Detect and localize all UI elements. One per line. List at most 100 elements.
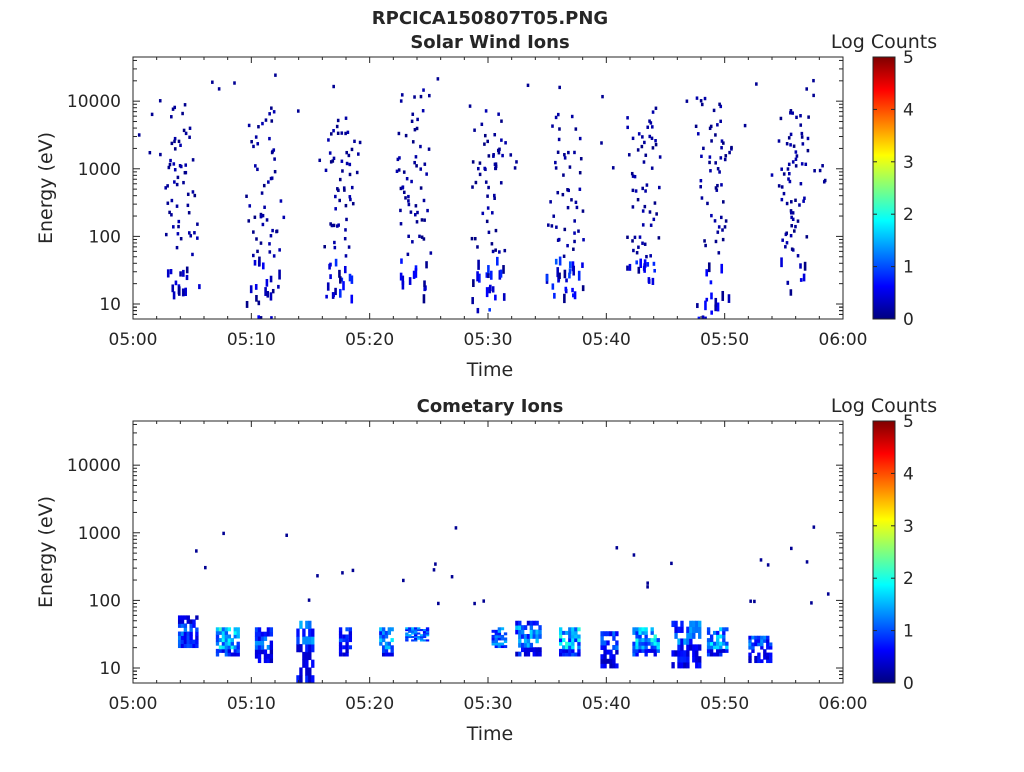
data-cell <box>654 106 658 110</box>
data-cell <box>791 217 795 221</box>
data-cell <box>724 219 728 223</box>
data-cell <box>271 228 274 233</box>
data-cell <box>233 648 237 653</box>
data-cell <box>425 639 430 642</box>
data-cell <box>650 645 654 650</box>
data-cell <box>299 667 303 676</box>
data-cell <box>492 154 495 158</box>
data-cell <box>164 232 168 237</box>
data-cell <box>790 247 794 251</box>
data-cell <box>414 155 418 159</box>
data-cell <box>476 271 479 282</box>
data-cell <box>422 635 427 639</box>
data-cell <box>348 273 352 282</box>
data-cell <box>338 630 343 635</box>
data-cell <box>399 208 402 213</box>
data-cell <box>183 643 188 649</box>
data-cell <box>643 140 646 145</box>
data-cell <box>680 626 684 633</box>
data-cell <box>263 636 268 641</box>
data-cell <box>523 642 528 648</box>
data-cell <box>480 122 484 127</box>
bottom-colorbar-label: Log Counts <box>831 395 937 417</box>
data-cell <box>419 637 424 640</box>
data-cell <box>754 639 758 643</box>
data-cell <box>641 648 645 653</box>
data-cell <box>173 168 177 172</box>
data-cell <box>654 139 657 143</box>
data-cell <box>252 230 255 234</box>
data-cell <box>269 627 274 633</box>
data-cell <box>233 652 237 657</box>
data-cell <box>408 635 412 639</box>
data-cell <box>494 162 498 166</box>
data-cell <box>769 655 773 660</box>
data-cell <box>714 239 718 244</box>
data-cell <box>192 643 196 649</box>
data-cell <box>780 257 783 268</box>
data-cell <box>556 112 560 117</box>
data-cell <box>671 662 675 669</box>
data-cell <box>484 180 488 184</box>
data-cell <box>347 153 351 158</box>
data-cell <box>254 135 258 139</box>
x-tick-label: 05:30 <box>464 330 513 350</box>
colorbar-tick-label: 5 <box>903 48 914 68</box>
data-cell <box>414 635 418 639</box>
data-cell <box>786 167 790 171</box>
data-cell <box>487 265 490 275</box>
data-cell <box>568 641 572 646</box>
data-cell <box>823 178 827 183</box>
data-marks <box>137 73 827 319</box>
data-cell <box>408 629 412 632</box>
data-cell <box>487 185 490 190</box>
data-cell <box>632 641 636 646</box>
data-cell <box>612 631 616 637</box>
bottom-y-axis-label: Energy (eV) <box>35 496 57 608</box>
data-cell <box>305 675 309 683</box>
data-cell <box>302 628 306 637</box>
data-cell <box>509 153 513 157</box>
data-cell <box>305 644 309 653</box>
data-cell <box>708 126 712 131</box>
colorbar <box>872 56 896 320</box>
data-cell <box>615 645 619 651</box>
data-cell <box>694 124 698 129</box>
data-cell <box>562 173 565 177</box>
data-cell <box>641 186 645 191</box>
data-cell <box>414 637 418 640</box>
data-cell <box>557 237 561 242</box>
data-cell <box>680 644 684 651</box>
data-cell <box>177 286 181 296</box>
data-cell <box>343 236 347 241</box>
data-cell <box>749 599 752 603</box>
data-cell <box>381 648 386 653</box>
data-cell <box>345 652 349 657</box>
data-cell <box>626 235 629 239</box>
data-cell <box>805 235 809 239</box>
data-cell <box>497 634 502 638</box>
data-cell <box>535 633 539 639</box>
data-cell <box>413 95 416 99</box>
data-cell <box>644 645 648 650</box>
data-cell <box>497 151 501 155</box>
data-cell <box>766 563 770 567</box>
data-cell <box>807 115 810 119</box>
data-cell <box>481 211 485 216</box>
data-cell <box>568 652 572 657</box>
data-cell <box>571 634 575 639</box>
data-cell <box>716 634 720 639</box>
data-cell <box>526 651 531 657</box>
data-cell <box>336 224 339 228</box>
data-cell <box>581 262 584 268</box>
data-cell <box>269 631 274 637</box>
data-cell <box>337 223 340 227</box>
data-cell <box>399 99 403 103</box>
data-cell <box>381 627 386 632</box>
data-cell <box>413 128 417 132</box>
data-cell <box>302 636 306 645</box>
data-cell <box>638 638 642 643</box>
x-tick-label: 05:40 <box>582 330 631 350</box>
data-cell <box>332 156 336 161</box>
